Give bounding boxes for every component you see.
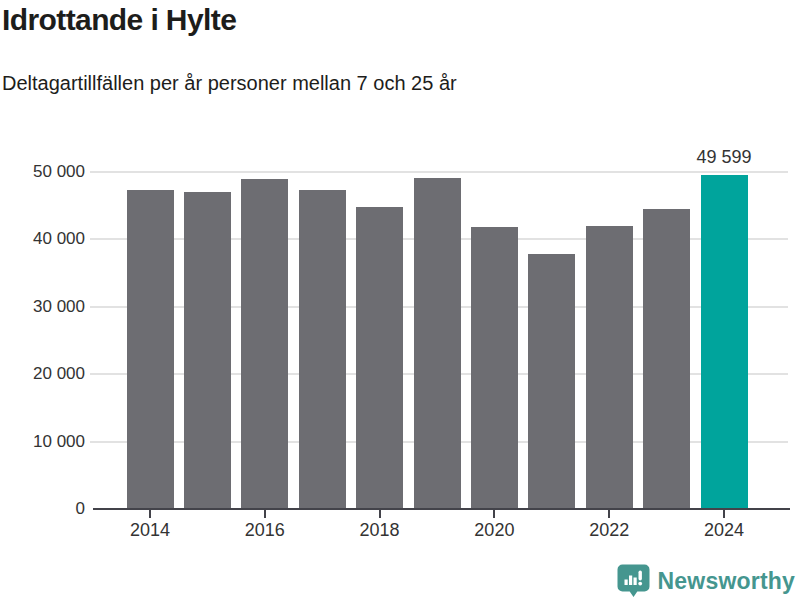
bar-highlighted: [701, 175, 748, 509]
x-axis-tick: [379, 510, 381, 518]
x-tick-label: 2014: [110, 520, 190, 541]
chart-canvas: Idrottande i Hylte Deltagartillfällen pe…: [0, 0, 800, 600]
x-tick-label: 2022: [569, 520, 649, 541]
chart-subtitle: Deltagartillfällen per år personer mella…: [2, 72, 457, 95]
brand-name: Newsworthy: [658, 568, 795, 595]
x-tick-label: 2016: [225, 520, 305, 541]
newsworthy-icon: [617, 564, 650, 598]
y-tick-label: 30 000: [0, 297, 85, 317]
x-axis-line: [93, 508, 790, 510]
bar: [299, 190, 346, 509]
gridline: [90, 171, 788, 173]
highlight-value-label: 49 599: [664, 147, 784, 168]
y-tick-label: 50 000: [0, 162, 85, 182]
y-tick-label: 10 000: [0, 432, 85, 452]
bar: [471, 227, 518, 509]
x-tick-label: 2024: [684, 520, 764, 541]
bar: [414, 178, 461, 509]
bar: [184, 192, 231, 509]
y-tick-label: 40 000: [0, 229, 85, 249]
y-tick-label: 0: [0, 499, 85, 519]
bar: [127, 190, 174, 509]
plot-area: [93, 172, 788, 509]
bar: [586, 226, 633, 509]
y-tick-label: 20 000: [0, 364, 85, 384]
x-axis-tick: [723, 510, 725, 518]
bar: [643, 209, 690, 509]
x-tick-label: 2018: [340, 520, 420, 541]
brand-logo[interactable]: Newsworthy: [617, 564, 795, 598]
x-axis-tick: [493, 510, 495, 518]
bar: [356, 207, 403, 509]
x-axis-tick: [149, 510, 151, 518]
chart-title: Idrottande i Hylte: [2, 3, 236, 37]
x-axis-tick: [264, 510, 266, 518]
bar: [528, 254, 575, 509]
x-axis-tick: [608, 510, 610, 518]
x-tick-label: 2020: [454, 520, 534, 541]
bar: [241, 179, 288, 509]
